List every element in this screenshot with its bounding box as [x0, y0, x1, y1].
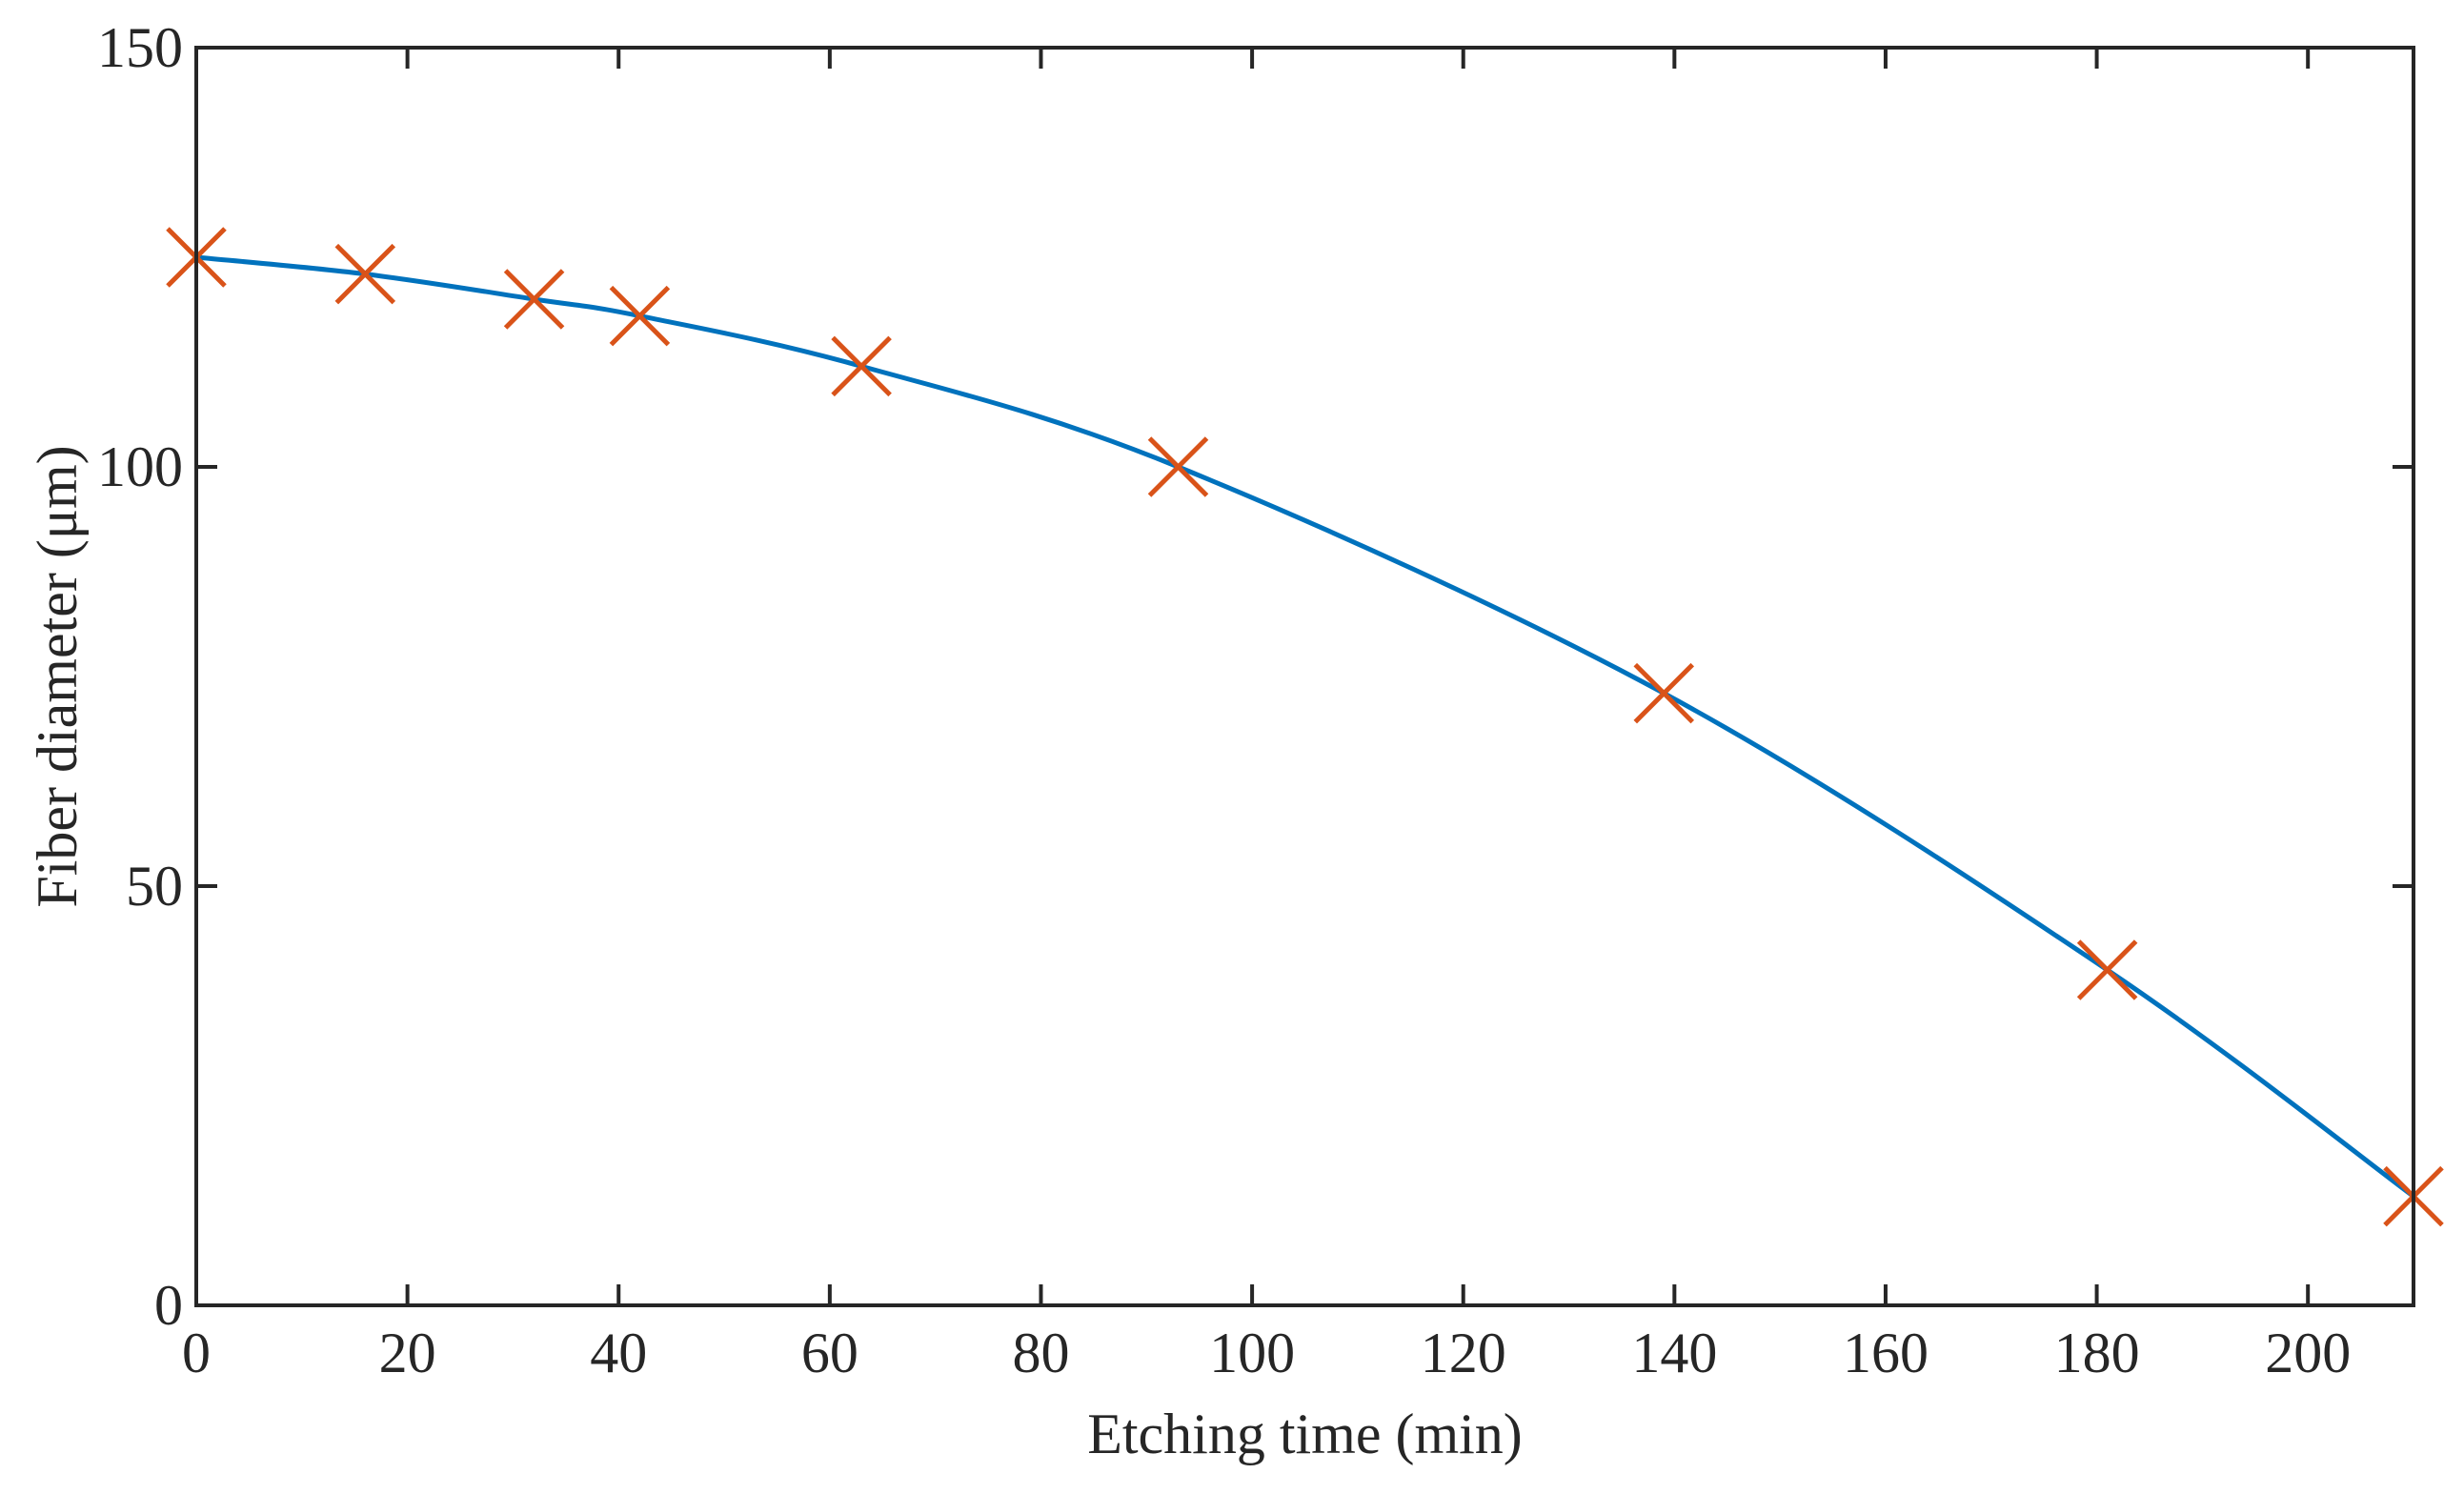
plot-area: [166, 227, 2444, 1227]
x-tick-label: 180: [2054, 1322, 2140, 1384]
x-tick-label: 0: [182, 1322, 211, 1384]
x-tick-label: 160: [1843, 1322, 1929, 1384]
x-axis-label: Etching time (min): [1087, 1403, 1523, 1465]
x-tick-label: 40: [590, 1322, 647, 1384]
x-tick-label: 140: [1631, 1322, 1717, 1384]
x-tick-label: 80: [1012, 1322, 1069, 1384]
ticks: 0 20 40 60 80 100 120 140 160 180 200 0 50 100 150: [97, 16, 2414, 1384]
y-tick-label: 100: [97, 435, 183, 498]
x-tick-label: 60: [801, 1322, 858, 1384]
x-tick-label: 20: [379, 1322, 436, 1384]
y-tick-label: 0: [154, 1274, 183, 1337]
y-axis-label: Fiber diameter (μm): [26, 445, 89, 907]
x-tick-label: 120: [1421, 1322, 1506, 1384]
x-tick-label: 200: [2265, 1322, 2351, 1384]
fit-line: [195, 254, 2415, 1199]
data-point-marker: [334, 243, 396, 305]
axes-box: [194, 46, 2415, 1307]
data-point-marker: [503, 269, 565, 330]
y-tick-label: 50: [126, 855, 183, 918]
y-tick-label: 150: [97, 16, 183, 79]
data-point-marker: [1633, 662, 1695, 724]
data-point-marker: [1147, 436, 1209, 497]
data-point-marker: [609, 285, 671, 347]
x-tick-label: 100: [1209, 1322, 1295, 1384]
data-point-marker: [2076, 939, 2138, 1000]
data-point-marker: [831, 335, 892, 397]
